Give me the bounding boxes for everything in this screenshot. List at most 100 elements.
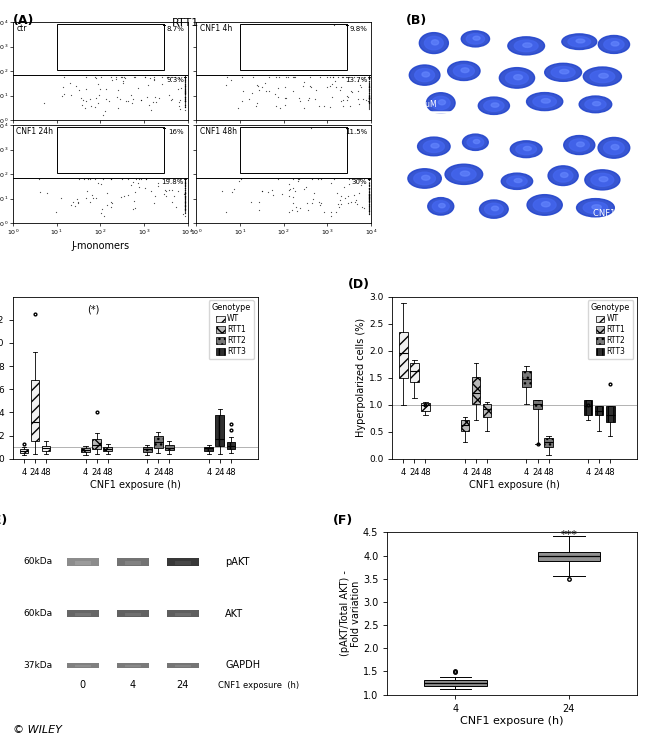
Point [342, 19, 352, 31]
Text: 4: 4 [130, 680, 136, 689]
Point [346, 86, 357, 98]
Point [81, 192, 92, 204]
Point [342, 19, 352, 31]
Point [348, 72, 359, 84]
Point [342, 19, 352, 31]
Point [363, 199, 374, 211]
Text: 0: 0 [80, 680, 86, 689]
Point [363, 193, 374, 205]
Point [180, 88, 190, 100]
PathPatch shape [533, 401, 542, 409]
Point [70, 200, 80, 211]
Point [180, 93, 190, 105]
Point [309, 187, 319, 199]
Point [363, 71, 374, 83]
Point [180, 93, 190, 105]
Ellipse shape [508, 37, 545, 55]
Point [363, 82, 374, 94]
Point [246, 87, 257, 99]
Point [180, 71, 190, 83]
Point [363, 174, 374, 185]
Point [159, 122, 169, 134]
Point [363, 94, 374, 106]
Point [363, 95, 374, 107]
Point [159, 19, 169, 31]
Point [180, 174, 190, 185]
Point [176, 83, 186, 95]
Point [346, 85, 356, 97]
Point [159, 122, 169, 134]
Point [159, 122, 169, 134]
Point [180, 86, 190, 98]
Point [105, 174, 116, 185]
Point [355, 79, 365, 91]
Point [98, 109, 109, 121]
Text: 1 uM: 1 uM [418, 101, 436, 109]
Point [363, 205, 374, 217]
Point [180, 81, 190, 92]
Point [168, 191, 179, 202]
Point [96, 178, 106, 190]
Point [319, 205, 330, 217]
Point [363, 174, 374, 185]
Point [342, 122, 352, 134]
Point [34, 186, 45, 198]
Ellipse shape [583, 202, 608, 214]
Point [180, 71, 190, 83]
Point [310, 93, 320, 105]
Point [293, 175, 304, 187]
Text: RTT1: RTT1 [172, 18, 199, 28]
Point [73, 197, 83, 209]
Point [180, 174, 190, 185]
Point [150, 91, 160, 103]
Point [136, 94, 147, 106]
Point [363, 200, 374, 212]
Point [115, 92, 125, 104]
Point [163, 71, 174, 83]
Point [150, 191, 160, 202]
Point [363, 191, 374, 202]
Point [270, 88, 280, 100]
Point [363, 174, 374, 185]
Point [342, 122, 352, 134]
Point [164, 89, 174, 101]
Point [116, 71, 126, 83]
Point [252, 79, 262, 91]
Point [363, 96, 374, 108]
Point [363, 97, 374, 109]
Point [363, 77, 374, 89]
Point [180, 199, 190, 211]
Point [363, 92, 374, 104]
Point [363, 177, 374, 188]
Point [344, 174, 354, 185]
Point [363, 71, 374, 83]
Point [180, 206, 190, 218]
Point [363, 192, 374, 204]
Point [159, 19, 169, 31]
Point [233, 102, 243, 114]
Point [180, 71, 190, 83]
Point [363, 183, 374, 195]
Point [180, 90, 190, 102]
Text: 9.3%: 9.3% [166, 77, 184, 83]
Point [363, 194, 374, 205]
Point [173, 185, 183, 197]
Point [342, 122, 352, 134]
Point [180, 200, 190, 212]
Point [363, 174, 374, 185]
Ellipse shape [422, 175, 430, 180]
Point [363, 92, 374, 104]
Point [342, 19, 352, 31]
Point [270, 71, 281, 83]
Point [180, 73, 190, 85]
Point [324, 80, 335, 92]
Point [180, 184, 190, 196]
Point [180, 71, 190, 83]
Point [342, 19, 352, 31]
Point [264, 71, 274, 83]
Ellipse shape [585, 99, 606, 110]
Ellipse shape [432, 40, 439, 45]
Point [334, 84, 345, 95]
Point [363, 174, 374, 185]
Point [180, 95, 190, 107]
